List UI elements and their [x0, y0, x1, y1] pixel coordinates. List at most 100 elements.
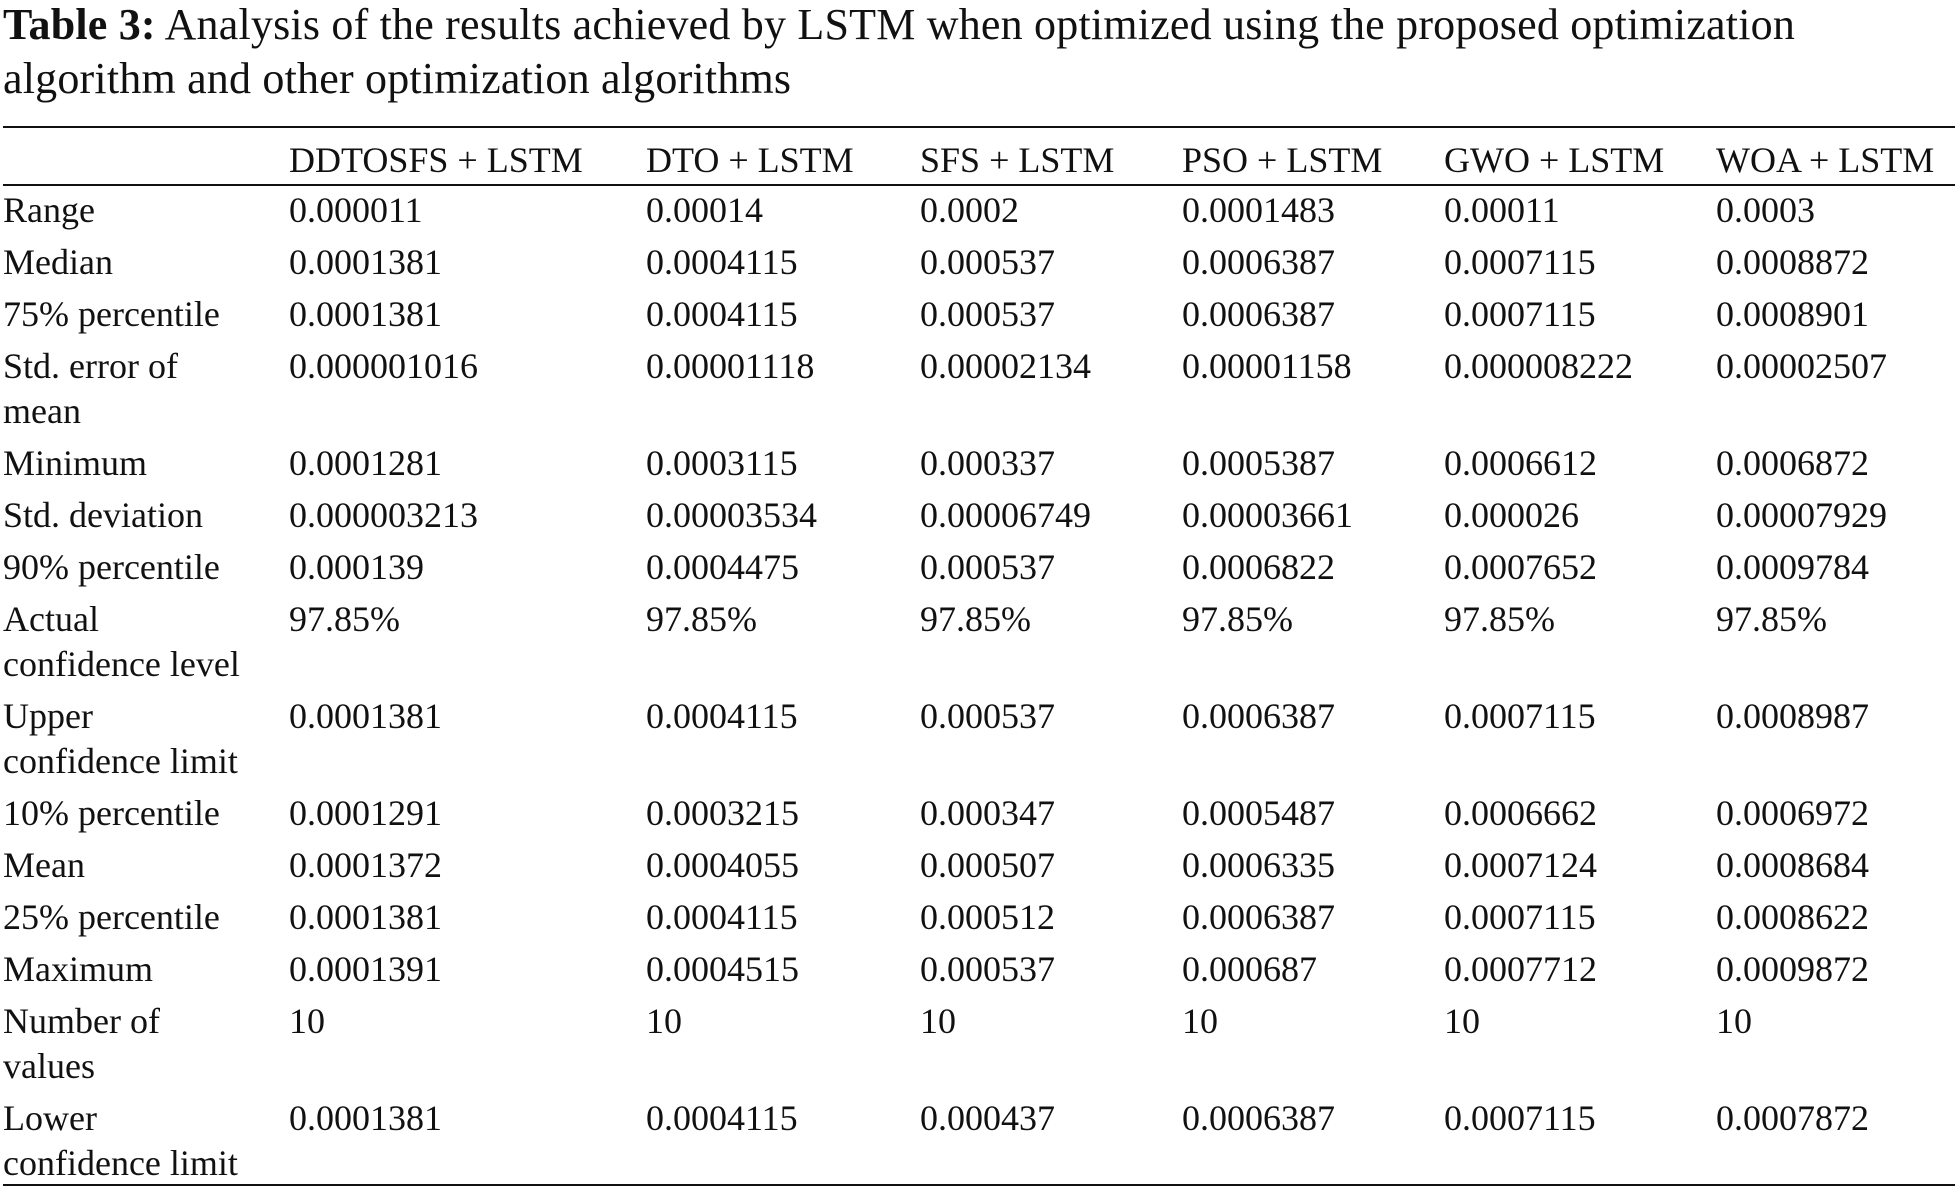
row-label: Actual confidence level: [3, 597, 289, 694]
table-cell: 0.0001372: [289, 845, 442, 885]
table-cell: 0.0007712: [1444, 949, 1597, 989]
table-cell: 0.0001381: [289, 242, 442, 282]
column-header: SFS + LSTM: [920, 140, 1115, 180]
column-header: WOA + LSTM: [1716, 140, 1935, 180]
table-cell: 0.0005387: [1182, 443, 1335, 483]
table-cell: 0.00002134: [920, 346, 1091, 386]
table-cell: 0.0004055: [646, 845, 799, 885]
table-cell: 0.00001158: [1182, 346, 1352, 386]
row-label: 25% percentile: [3, 895, 289, 947]
row-label: Maximum: [3, 947, 289, 999]
row-label-line: Upper: [3, 696, 93, 736]
table-cell: 0.0007115: [1444, 294, 1596, 334]
row-label: Upper confidence limit: [3, 694, 289, 791]
table-cell: 0.000537: [920, 547, 1055, 587]
row-label-line: confidence limit: [3, 1143, 238, 1183]
row-label-line: Std. error of: [3, 346, 178, 386]
row-label-line: 10% percentile: [3, 793, 220, 833]
caption-label: Table 3:: [3, 0, 156, 49]
table-cell: 0.0001381: [289, 897, 442, 937]
table-cell: 0.0003115: [646, 443, 798, 483]
table-cell: 0.0001391: [289, 949, 442, 989]
table-cell: 0.0003: [1716, 190, 1815, 230]
table-row: Std. deviation 0.000003213 0.00003534 0.000…: [3, 493, 1951, 545]
table-cell: 0.000337: [920, 443, 1055, 483]
table-cell: 0.0006612: [1444, 443, 1597, 483]
table-row: Lower confidence limit 0.0001381 0.0004115 0…: [3, 1096, 1951, 1193]
table-cell: 0.00007929: [1716, 495, 1887, 535]
table-cell: 0.0006335: [1182, 845, 1335, 885]
table-row: Number of values 10 10 10 10 10 10: [3, 999, 1951, 1096]
table-cell: 10: [1716, 1001, 1752, 1041]
header-row: DDTOSFS + LSTM DTO + LSTM SFS + LSTM PSO…: [3, 136, 1951, 188]
table-cell: 0.0007115: [1444, 1098, 1596, 1138]
table-cell: 0.0007652: [1444, 547, 1597, 587]
row-label-line: mean: [3, 391, 81, 431]
row-label-line: Lower: [3, 1098, 97, 1138]
table-cell: 0.000001016: [289, 346, 478, 386]
table-top-rule: [3, 126, 1955, 128]
table-cell: 0.000026: [1444, 495, 1579, 535]
row-label-line: Mean: [3, 845, 85, 885]
table-header-rule: [3, 184, 1955, 186]
table-cell: 0.0006387: [1182, 1098, 1335, 1138]
table-row: Median 0.0001381 0.0004115 0.000537 0.000638…: [3, 240, 1951, 292]
row-label: Number of values: [3, 999, 289, 1096]
table-cell: 0.00002507: [1716, 346, 1887, 386]
row-label-line: Median: [3, 242, 113, 282]
table-cell: 0.000512: [920, 897, 1055, 937]
row-label-line: Number of: [3, 1001, 160, 1041]
row-label-line: confidence level: [3, 644, 240, 684]
caption-text: Analysis of the results achieved by LSTM…: [3, 0, 1796, 103]
table-body: Range 0.000011 0.00014 0.0002 0.0001483 0.000…: [3, 188, 1951, 1193]
table-cell: 0.000011: [289, 190, 423, 230]
column-header: PSO + LSTM: [1182, 140, 1383, 180]
table-row: Std. error of mean 0.000001016 0.00001118 0.…: [3, 344, 1951, 441]
table-cell: 0.0008872: [1716, 242, 1869, 282]
row-label-line: Actual: [3, 599, 99, 639]
table-cell: 0.000139: [289, 547, 424, 587]
table-cell: 0.000537: [920, 696, 1055, 736]
table-cell: 0.0001291: [289, 793, 442, 833]
table-cell: 0.0006822: [1182, 547, 1335, 587]
row-label-line: Minimum: [3, 443, 148, 483]
table-cell: 97.85%: [289, 599, 400, 639]
table-cell: 0.0006387: [1182, 294, 1335, 334]
table-cell: 0.000687: [1182, 949, 1317, 989]
table-row: Maximum 0.0001391 0.0004515 0.000537 0.00068…: [3, 947, 1951, 999]
column-header: DTO + LSTM: [646, 140, 854, 180]
table-cell: 0.00003534: [646, 495, 817, 535]
results-table: DDTOSFS + LSTM DTO + LSTM SFS + LSTM PSO…: [3, 136, 1951, 1193]
table-cell: 0.00001118: [646, 346, 815, 386]
table-cell: 10: [289, 1001, 325, 1041]
table-cell: 0.0006387: [1182, 897, 1335, 937]
table-cell: 0.0006972: [1716, 793, 1869, 833]
row-label: Std. error of mean: [3, 344, 289, 441]
table-cell: 0.0005487: [1182, 793, 1335, 833]
table-cell: 0.00014: [646, 190, 763, 230]
table-cell: 10: [646, 1001, 682, 1041]
table-cell: 0.0009784: [1716, 547, 1869, 587]
row-label: Std. deviation: [3, 493, 289, 545]
row-label: 90% percentile: [3, 545, 289, 597]
column-header: GWO + LSTM: [1444, 140, 1665, 180]
row-label-line: 90% percentile: [3, 547, 220, 587]
table-cell: 0.0001381: [289, 1098, 442, 1138]
table-cell: 0.000537: [920, 294, 1055, 334]
row-label-line: Range: [3, 190, 95, 230]
table-cell: 0.0008684: [1716, 845, 1869, 885]
row-label: Median: [3, 240, 289, 292]
table-cell: 0.0008901: [1716, 294, 1869, 334]
row-label: 10% percentile: [3, 791, 289, 843]
table-cell: 0.0006387: [1182, 696, 1335, 736]
table-cell: 0.0001483: [1182, 190, 1335, 230]
table-cell: 0.0007115: [1444, 696, 1596, 736]
table-cell: 0.0004475: [646, 547, 799, 587]
table-cell: 0.0004115: [646, 1098, 798, 1138]
table-cell: 0.000003213: [289, 495, 478, 535]
table-cell: 0.0004515: [646, 949, 799, 989]
table-cell: 0.0006872: [1716, 443, 1869, 483]
table-cell: 97.85%: [1716, 599, 1827, 639]
row-label-line: 75% percentile: [3, 294, 220, 334]
table-cell: 97.85%: [920, 599, 1031, 639]
